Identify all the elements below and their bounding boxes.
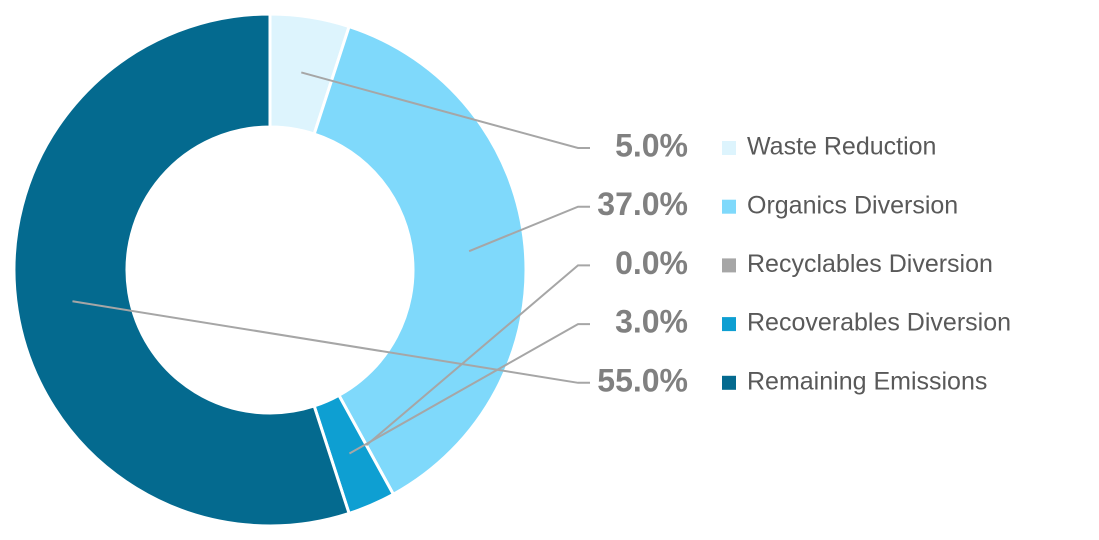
leader-line: [348, 323, 590, 455]
legend-swatch: [722, 375, 736, 390]
legend-swatch: [722, 258, 736, 273]
legend-entry: Waste Reduction: [747, 133, 936, 161]
leader-line: [468, 205, 590, 253]
legend-entry: Remaining Emissions: [747, 367, 987, 395]
leader-line: [301, 71, 590, 149]
data-label: 37.0%: [597, 186, 688, 222]
leader-line: [72, 300, 590, 384]
donut-segment: [312, 24, 528, 497]
legend-swatch: [722, 141, 736, 155]
legend-entry: Organics Diversion: [747, 191, 958, 219]
data-label: 3.0%: [615, 304, 688, 340]
donut-segment: [12, 12, 351, 528]
data-label: 0.0%: [615, 245, 688, 281]
legend-swatch: [722, 317, 736, 332]
legend-swatch: [722, 199, 736, 214]
legend-entry: Recyclables Diversion: [747, 250, 993, 278]
data-label: 55.0%: [597, 362, 688, 398]
legend-entry: Recoverables Diversion: [747, 309, 1011, 337]
leader-line: [365, 264, 590, 447]
data-label: 5.0%: [615, 127, 688, 163]
